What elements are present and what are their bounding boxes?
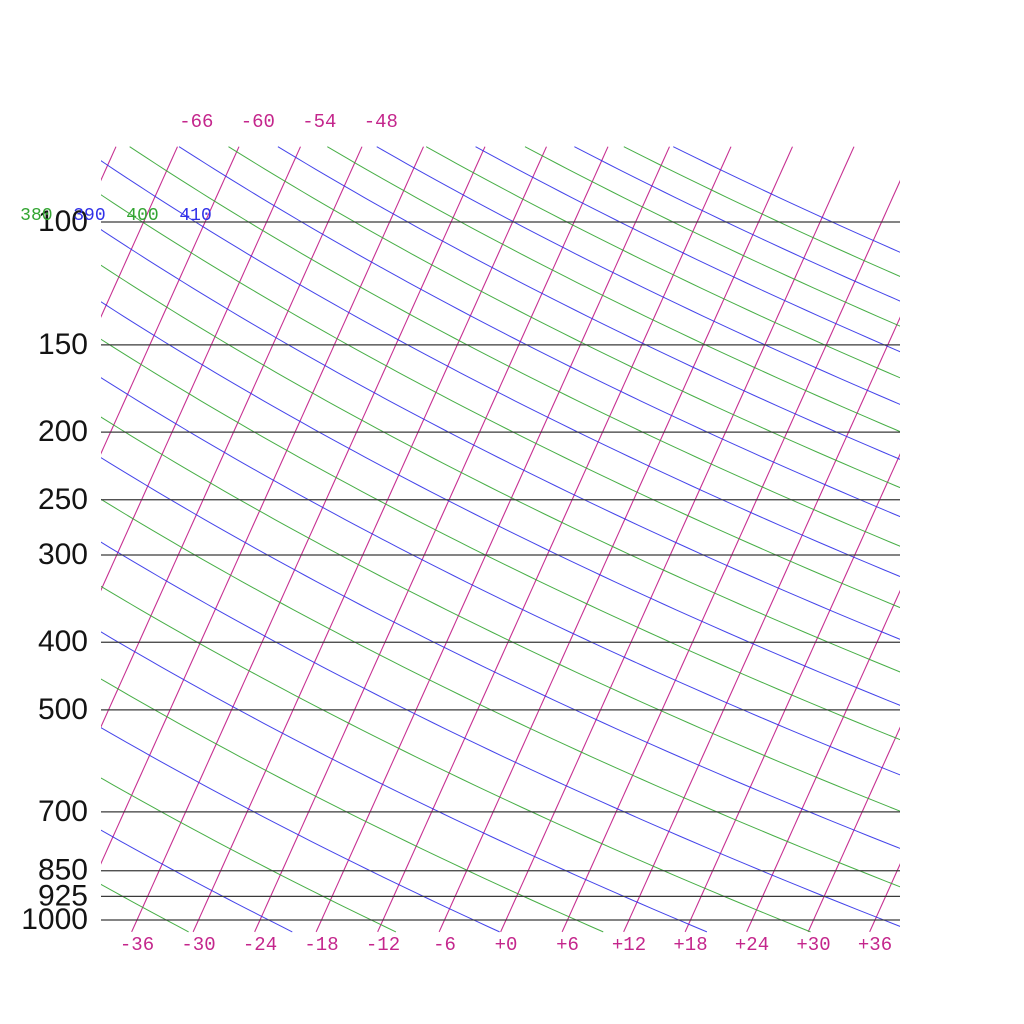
svg-text:300: 300 bbox=[38, 538, 88, 571]
svg-text:-66: -66 bbox=[179, 111, 213, 133]
svg-text:400: 400 bbox=[126, 206, 158, 226]
svg-text:+12: +12 bbox=[612, 934, 646, 956]
svg-text:400: 400 bbox=[38, 625, 88, 658]
svg-text:-6: -6 bbox=[433, 934, 456, 956]
svg-text:-30: -30 bbox=[181, 934, 215, 956]
svg-text:150: 150 bbox=[38, 328, 88, 361]
svg-text:-18: -18 bbox=[304, 934, 338, 956]
svg-text:-12: -12 bbox=[366, 934, 400, 956]
svg-text:+6: +6 bbox=[556, 934, 579, 956]
svg-text:380: 380 bbox=[20, 206, 52, 226]
svg-text:-54: -54 bbox=[302, 111, 336, 133]
svg-text:+0: +0 bbox=[495, 934, 518, 956]
svg-text:+36: +36 bbox=[858, 934, 892, 956]
svg-text:-24: -24 bbox=[243, 934, 277, 956]
svg-text:1000: 1000 bbox=[21, 903, 88, 936]
svg-text:410: 410 bbox=[179, 206, 211, 226]
svg-text:-48: -48 bbox=[364, 111, 398, 133]
svg-text:-60: -60 bbox=[241, 111, 275, 133]
svg-text:200: 200 bbox=[38, 415, 88, 448]
svg-text:500: 500 bbox=[38, 693, 88, 726]
svg-text:-36: -36 bbox=[120, 934, 154, 956]
svg-text:+30: +30 bbox=[796, 934, 830, 956]
svg-text:+24: +24 bbox=[735, 934, 769, 956]
svg-text:390: 390 bbox=[73, 206, 105, 226]
svg-text:+18: +18 bbox=[673, 934, 707, 956]
svg-text:250: 250 bbox=[38, 483, 88, 516]
svg-text:700: 700 bbox=[38, 795, 88, 828]
